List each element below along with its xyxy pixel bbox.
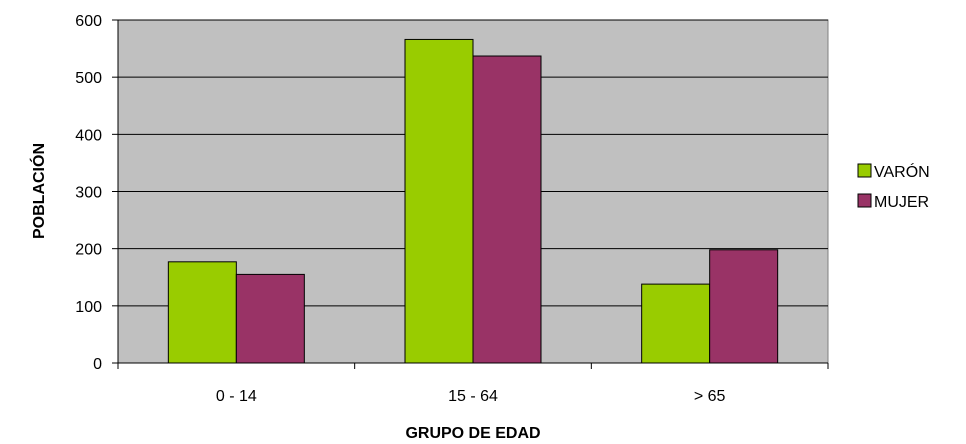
legend-swatch xyxy=(857,163,872,178)
y-axis-title: POBLACIÓN xyxy=(29,143,48,239)
legend: VARÓN MUJER xyxy=(857,162,930,211)
y-tick-label: 0 xyxy=(93,356,102,373)
bar-mujer xyxy=(709,249,779,364)
x-tick-label: 15 - 64 xyxy=(448,388,498,405)
y-tick-label: 300 xyxy=(75,185,102,202)
y-ticks: 0 100 200 300 400 500 600 xyxy=(75,13,118,373)
y-tick-label: 400 xyxy=(75,127,102,144)
y-tick-label: 200 xyxy=(75,242,102,259)
bar-varon xyxy=(167,261,237,364)
bar-mujer xyxy=(472,55,542,364)
legend-label: MUJER xyxy=(874,194,929,211)
x-tick-label: > 65 xyxy=(694,388,726,405)
x-tick-label: 0 - 14 xyxy=(216,388,257,405)
legend-swatch xyxy=(857,193,872,208)
y-tick-label: 500 xyxy=(75,70,102,87)
x-ticks: 0 - 14 15 - 64 > 65 xyxy=(117,363,829,405)
y-tick-label: 100 xyxy=(75,299,102,316)
x-axis-title: GRUPO DE EDAD xyxy=(405,425,540,442)
bar-varon xyxy=(641,283,711,364)
legend-label: VARÓN xyxy=(874,162,930,181)
y-tick-label: 600 xyxy=(75,13,102,30)
bar-varon xyxy=(404,38,474,364)
bar-mujer xyxy=(235,273,305,364)
bars xyxy=(167,38,779,364)
